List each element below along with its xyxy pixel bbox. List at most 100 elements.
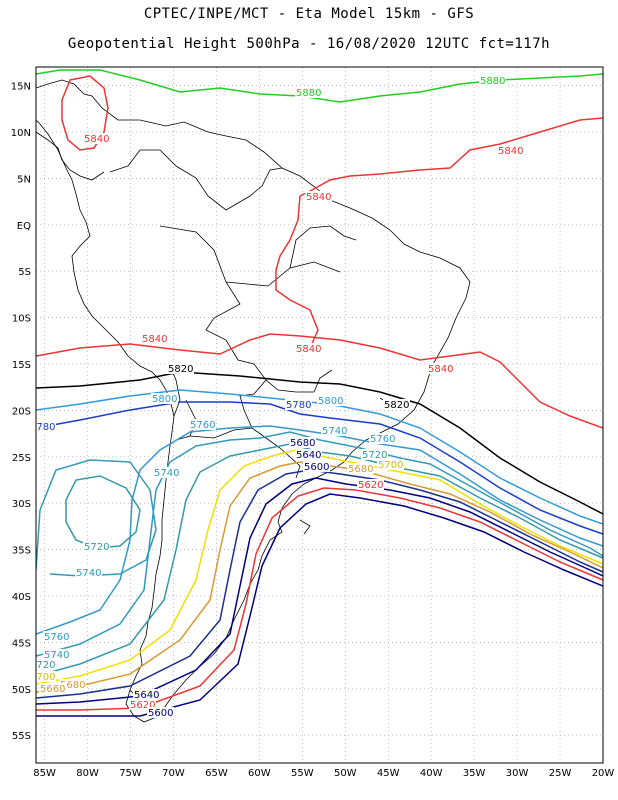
contour-label-bg: [383, 399, 410, 410]
lat-tick-label: 5S: [18, 267, 31, 278]
lon-tick-label: 30W: [506, 768, 529, 779]
contour-label-bg: [295, 87, 322, 98]
contour-label-5620: 5620: [357, 479, 384, 491]
contour-label-5820: 5820: [383, 399, 410, 411]
contour-label-5660: 5660: [39, 683, 66, 695]
contour-label-bg: [133, 689, 160, 700]
lat-tick-label: 25S: [12, 453, 31, 464]
map-frame: [35, 66, 604, 764]
contour-label-5880: 5880: [479, 75, 506, 87]
contour-label-bg: [167, 363, 194, 374]
lat-tick-label: 30S: [12, 499, 31, 510]
contour-label-5700: 5700: [36, 671, 56, 683]
contour-5720: [36, 443, 603, 677]
contour-label-text: 5740: [76, 568, 101, 579]
contour-label-text: 5840: [84, 134, 109, 145]
contour-label-5740: 5740: [75, 567, 102, 579]
contour-label-5600: 5600: [147, 707, 174, 719]
contour-label-bg: [141, 333, 168, 344]
contour-lines: [36, 69, 603, 717]
contour-label-5720: 5720: [36, 659, 56, 671]
map-background: [36, 67, 603, 763]
contour-labels: 5880 5880 5840 5840 5840 5840 5840 5840 5820 5820…: [36, 75, 524, 719]
lat-tick-label: 55S: [12, 731, 31, 742]
contour-label-bg: [369, 433, 396, 444]
contour-label-bg: [479, 75, 506, 86]
lon-tick-label: 35W: [463, 768, 486, 779]
contour-label-bg: [321, 425, 348, 436]
contour-label-bg: [347, 463, 374, 474]
contour-label-bg: [75, 567, 102, 578]
contour-label-bg: [427, 363, 454, 374]
lon-tick-label: 45W: [377, 768, 400, 779]
lon-tick-label: 80W: [76, 768, 99, 779]
contour-label-text: 5840: [498, 146, 523, 157]
plot-area: 5880 5880 5840 5840 5840 5840 5840 5840 5820 5820…: [36, 69, 603, 723]
contour-label-bg: [295, 343, 322, 354]
lat-tick-label: 35S: [12, 546, 31, 557]
contour-label-bg: [357, 479, 384, 490]
contour-label-5840: 5840: [305, 191, 332, 203]
lat-tick-label: 20S: [12, 406, 31, 417]
contour-label-5680: 5680: [289, 437, 316, 449]
contour-label-5820: 5820: [167, 363, 194, 375]
brazil-border: [159, 225, 357, 393]
contour-label-5680: 5680: [347, 463, 374, 475]
contour-label-text: 5600: [304, 462, 329, 473]
contour-5740: [36, 431, 603, 657]
contour-5840-north: [299, 117, 603, 197]
contour-label-text: 5640: [296, 450, 321, 461]
contour-label-5640: 5640: [133, 689, 160, 701]
contour-label-5840: 5840: [497, 145, 524, 157]
contour-label-5780: 5780: [285, 399, 312, 411]
contour-5680: [36, 461, 603, 693]
contour-label-bg: [189, 419, 216, 430]
contour-label-text: 5760: [190, 420, 215, 431]
lat-tick-label: 10S: [12, 314, 31, 325]
contour-label-text: 5740: [322, 426, 347, 437]
lon-tick-label: 40W: [420, 768, 443, 779]
contour-label-text: 5720: [84, 542, 109, 553]
contour-label-bg: [36, 421, 56, 432]
contour-label-text: 5820: [384, 400, 409, 411]
contour-5600: [36, 493, 603, 717]
lat-tick-label: 40S: [12, 592, 31, 603]
contour-label-5720: 5720: [83, 541, 110, 553]
lat-tick-label: 10N: [11, 128, 31, 139]
map-subtitle: Geopotential Height 500hPa - 16/08/2020 …: [67, 36, 551, 52]
contour-label-bg: [43, 631, 70, 642]
contour-label-text: 5740: [154, 468, 179, 479]
contour-label-bg: [377, 459, 404, 470]
lat-tick-label: 15N: [11, 82, 31, 93]
lat-tick-label: EQ: [17, 221, 31, 232]
contour-label-bg: [36, 659, 56, 670]
contour-label-bg: [129, 699, 156, 710]
contour-label-5760: 5760: [43, 631, 70, 643]
contour-label-text: 5720: [362, 450, 387, 461]
contour-label-bg: [36, 671, 56, 682]
contour-label-5640: 5640: [295, 449, 322, 461]
contour-label-bg: [295, 449, 322, 460]
contour-5640: [36, 477, 603, 705]
contour-label-text: 5660: [40, 684, 65, 695]
contour-label-text: 5800: [318, 396, 343, 407]
contour-label-5840: 5840: [427, 363, 454, 375]
lat-tick-label: 50S: [12, 685, 31, 696]
contour-label-bg: [147, 707, 174, 718]
contour-5740-ring: [36, 459, 157, 577]
contour-5840-amazon: [275, 195, 319, 349]
contour-5880: [36, 69, 603, 103]
contour-label-5620: 5620: [129, 699, 156, 711]
contour-label-5720: 5720: [361, 449, 388, 461]
contour-label-bg: [39, 683, 66, 694]
lon-tick-label: 50W: [334, 768, 357, 779]
contour-label-text: 5680: [290, 438, 315, 449]
lon-tick-label: 70W: [162, 768, 185, 779]
contour-label-bg: [43, 649, 70, 660]
contour-label-text: 5640: [134, 690, 159, 701]
contour-5720-ring: [65, 475, 141, 549]
contour-label-text: 5820: [168, 364, 193, 375]
contour-label-bg: [285, 399, 312, 410]
contour-label-5880: 5880: [295, 87, 322, 99]
